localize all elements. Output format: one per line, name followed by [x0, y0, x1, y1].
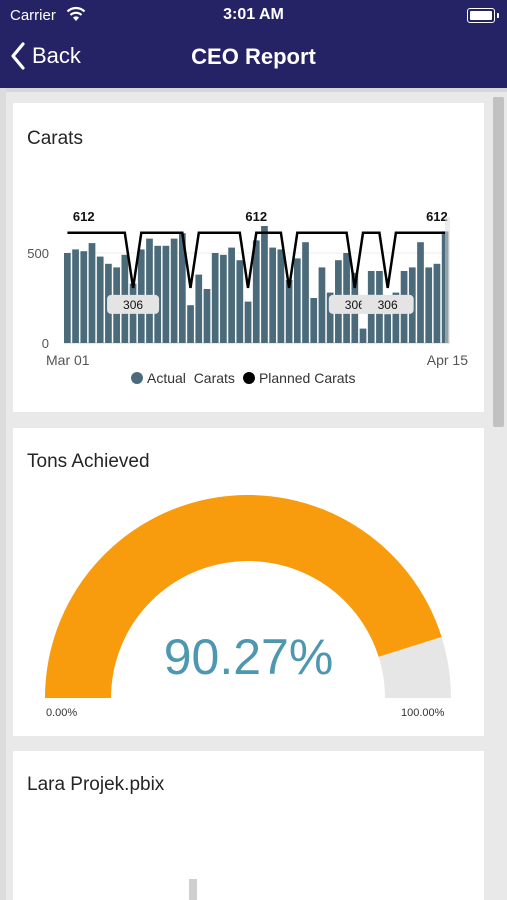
legend-planned-swatch — [242, 372, 255, 384]
x-tick-label: Mar 01 — [46, 352, 90, 368]
gauge-min-label: 0.00% — [46, 707, 78, 719]
card-title: Lara Projek.pbix — [27, 774, 165, 795]
data-label-min: 306 — [345, 298, 365, 312]
bar — [417, 242, 424, 343]
carats-chart: 0 500 Mar 01 Apr 15 612 612 612 306 306 306 — [27, 209, 468, 368]
report-scroll-area[interactable]: Carats 0 500 Mar 01 Apr 15 612 612 612 306 306 30… — [0, 88, 507, 900]
legend-planned-label: Planned Carats — [258, 370, 356, 386]
bar — [80, 251, 88, 343]
data-label-max: 612 — [245, 209, 267, 224]
divider — [0, 88, 507, 92]
bar — [425, 267, 433, 343]
bar — [277, 249, 285, 343]
bar — [318, 267, 326, 343]
data-label-max: 612 — [426, 209, 448, 224]
x-tick-label: Apr 15 — [427, 352, 468, 368]
bar — [310, 298, 318, 343]
gauge-max-label: 100.00% — [401, 707, 445, 719]
bar — [384, 314, 392, 343]
bar — [228, 247, 235, 343]
y-tick-label: 0 — [42, 336, 49, 351]
gauge-chart — [45, 494, 451, 698]
bar — [146, 238, 153, 343]
data-label-bg — [361, 294, 414, 314]
bar — [178, 233, 186, 343]
legend-actual-swatch — [131, 372, 143, 384]
planned-line — [67, 231, 446, 289]
card-title: Tons Achieved — [27, 451, 150, 472]
bar — [285, 280, 293, 343]
scroll-handle — [445, 217, 450, 343]
tons-achieved-card[interactable]: Tons Achieved 90.27% 0.00% 100.00% — [13, 428, 484, 736]
bar — [195, 274, 203, 343]
chart-legend: Actual Carats Planned Carats — [131, 370, 355, 386]
data-label-min: 306 — [123, 298, 143, 312]
back-button[interactable]: Back — [10, 40, 81, 72]
bar — [162, 245, 170, 343]
wifi-icon — [66, 6, 86, 21]
bar — [326, 292, 334, 343]
data-label-bg — [107, 294, 160, 314]
back-label: Back — [32, 43, 81, 68]
bar — [88, 243, 96, 343]
bar — [269, 247, 277, 343]
battery-icon — [467, 8, 499, 23]
bar — [211, 253, 219, 343]
carats-card[interactable]: Carats 0 500 Mar 01 Apr 15 612 612 612 306 306 30… — [13, 103, 484, 412]
scrollbar[interactable] — [493, 97, 504, 427]
bar — [187, 305, 194, 343]
bar — [433, 263, 441, 343]
bar — [392, 292, 400, 343]
navigation-header: Carrier 3:01 AM Back CEO Report — [0, 0, 507, 88]
chevron-left-icon — [11, 42, 25, 70]
bar — [220, 254, 227, 343]
edge-strip — [0, 88, 6, 900]
y-tick-label: 500 — [27, 246, 49, 261]
lara-projek-card[interactable]: Lara Projek.pbix — [13, 751, 484, 900]
bar — [154, 245, 162, 343]
carrier-label: Carrier — [10, 7, 56, 24]
gauge-fill — [45, 494, 442, 698]
status-bar: Carrier 3:01 AM — [0, 0, 507, 30]
bar — [72, 249, 79, 343]
bar — [359, 328, 367, 343]
bar — [203, 289, 211, 343]
bar — [261, 226, 268, 343]
bar — [244, 301, 252, 343]
card-title: Carats — [27, 128, 83, 149]
bar — [96, 256, 104, 343]
clock: 3:01 AM — [223, 6, 284, 23]
bar — [170, 238, 178, 343]
gauge-value: 90.27% — [163, 629, 334, 685]
data-label-max: 612 — [73, 209, 95, 224]
bar — [64, 253, 71, 343]
bar — [252, 240, 260, 343]
bar — [236, 260, 244, 343]
legend-actual-label: Actual Carats — [147, 370, 235, 386]
bar — [302, 242, 309, 343]
data-label-min: 306 — [378, 298, 398, 312]
page-title: CEO Report — [191, 44, 316, 69]
visual-placeholder — [189, 879, 197, 900]
bar — [293, 258, 301, 343]
